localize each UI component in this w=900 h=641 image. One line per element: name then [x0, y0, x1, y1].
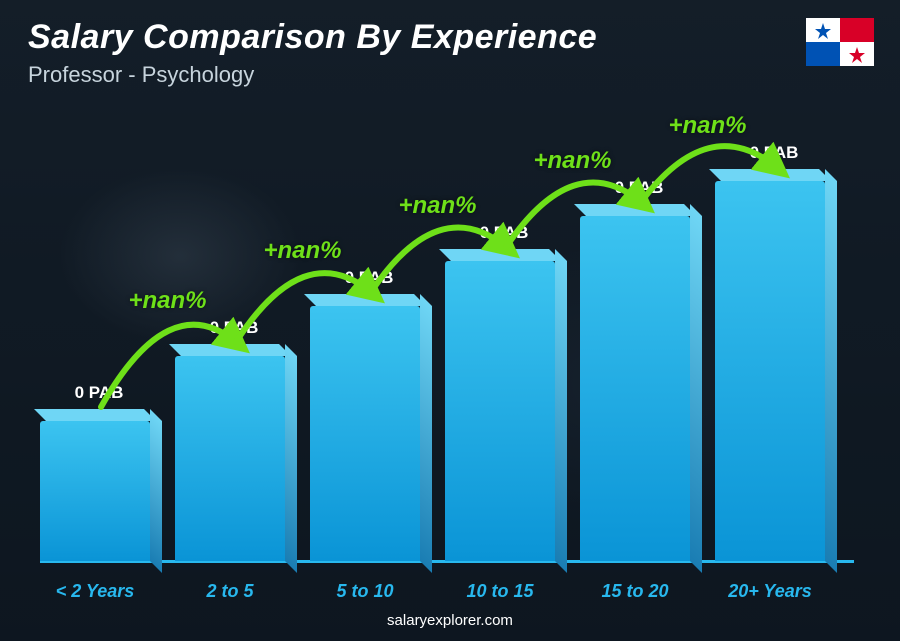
bar-label: 20+ Years: [700, 581, 840, 602]
growth-arc: [641, 146, 776, 202]
growth-arc: [236, 273, 371, 342]
bar-label: < 2 Years: [25, 581, 165, 602]
chart-area: 0 PAB< 2 Years0 PAB2 to 50 PAB5 to 100 P…: [40, 120, 840, 561]
growth-arc: [371, 227, 506, 292]
growth-arc: [506, 182, 641, 247]
chart-title: Salary Comparison By Experience: [28, 18, 597, 57]
chart-subtitle: Professor - Psychology: [28, 62, 254, 88]
bar-label: 10 to 15: [430, 581, 570, 602]
bar-label: 5 to 10: [295, 581, 435, 602]
chart-canvas: Salary Comparison By Experience Professo…: [0, 0, 900, 641]
footer-attribution: salaryexplorer.com: [0, 612, 900, 629]
arc-overlay: [40, 100, 860, 561]
bar-label: 15 to 20: [565, 581, 705, 602]
bar-label: 2 to 5: [160, 581, 300, 602]
panama-flag-icon: [806, 18, 874, 66]
growth-arc: [101, 325, 236, 407]
